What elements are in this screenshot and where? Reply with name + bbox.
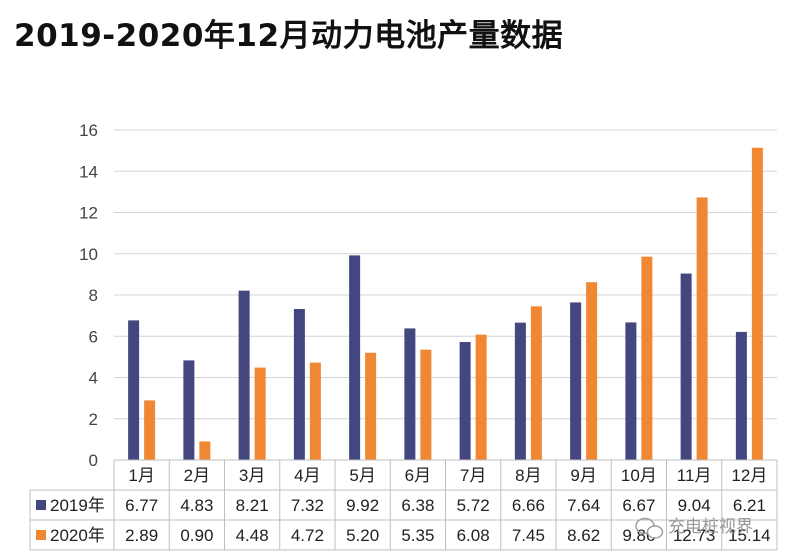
bar-2020 — [254, 367, 266, 460]
data-label: 6.08 — [457, 526, 490, 545]
bar-2019 — [404, 328, 416, 460]
category-label: 10月 — [621, 466, 657, 485]
bar-2020 — [696, 197, 708, 460]
data-label: 2.89 — [125, 526, 158, 545]
bar-2020 — [309, 362, 321, 460]
data-table: 1月 2月 3月 4月 5月 6月 7月 8月 9月 10月 11月 12月 2019年 6.77 4.83… — [29, 459, 778, 551]
bar-2020 — [365, 352, 377, 460]
bar-2020 — [641, 256, 653, 460]
category-label: 7月 — [460, 466, 486, 485]
y-tick-label: 6 — [89, 327, 98, 346]
data-label: 9.92 — [346, 496, 379, 515]
data-label: 9.04 — [678, 496, 711, 515]
data-label: 7.32 — [291, 496, 324, 515]
bar-2019 — [349, 255, 361, 460]
bars — [128, 147, 763, 461]
bar-2019 — [238, 290, 250, 460]
watermark: 充电桩视界 — [635, 517, 753, 539]
category-label: 12月 — [731, 466, 767, 485]
data-label: 4.83 — [180, 496, 213, 515]
bar-2019 — [570, 302, 582, 460]
y-tick-label: 14 — [79, 162, 98, 181]
bar-2020 — [530, 306, 542, 460]
bar-2019 — [128, 320, 140, 460]
data-label: 5.35 — [401, 526, 434, 545]
data-label: 8.62 — [567, 526, 600, 545]
category-label: 11月 — [677, 466, 712, 485]
data-label: 6.77 — [125, 496, 158, 515]
bar-2020 — [751, 147, 763, 461]
category-label: 9月 — [570, 466, 596, 485]
legend-label: 2020年 — [50, 526, 105, 545]
bar-2019 — [625, 322, 637, 460]
gridlines — [114, 129, 777, 461]
category-label: 2月 — [184, 466, 210, 485]
category-label: 5月 — [349, 466, 375, 485]
bar-2020 — [475, 334, 487, 460]
data-label: 6.38 — [401, 496, 434, 515]
data-label: 6.67 — [622, 496, 655, 515]
category-label: 3月 — [239, 466, 265, 485]
y-tick-label: 8 — [89, 286, 98, 305]
category-label: 6月 — [405, 466, 431, 485]
data-label: 7.64 — [567, 496, 600, 515]
bar-2019 — [680, 273, 692, 460]
bar-2019 — [735, 331, 747, 460]
data-label: 5.20 — [346, 526, 379, 545]
watermark-text: 充电桩视界 — [668, 517, 753, 536]
category-label: 8月 — [515, 466, 541, 485]
chart-title: 2019-2020年12月动力电池产量数据 — [14, 18, 564, 54]
bar-2019 — [514, 322, 526, 460]
bar-2019 — [459, 342, 471, 460]
data-label: 8.21 — [236, 496, 269, 515]
legend-swatch — [36, 500, 46, 510]
bar-2020 — [144, 400, 156, 460]
data-label: 5.72 — [457, 496, 490, 515]
y-tick-label: 4 — [89, 369, 98, 388]
y-tick-label: 16 — [79, 121, 98, 140]
data-label: 7.45 — [512, 526, 545, 545]
wechat-icon — [635, 517, 664, 539]
bar-2019 — [293, 309, 305, 460]
bar-2020 — [586, 282, 598, 460]
y-tick-label: 10 — [79, 245, 98, 264]
legend-swatch — [36, 530, 46, 540]
category-label: 4月 — [294, 466, 320, 485]
bar-2020 — [199, 441, 211, 460]
category-label: 1月 — [128, 466, 154, 485]
data-label: 6.21 — [733, 496, 766, 515]
bar-2019 — [183, 360, 195, 460]
data-label: 6.66 — [512, 496, 545, 515]
data-label: 0.90 — [180, 526, 213, 545]
y-tick-label: 0 — [89, 451, 98, 470]
legend-label: 2019年 — [50, 496, 105, 515]
y-tick-label: 12 — [79, 204, 98, 223]
data-label: 4.48 — [236, 526, 269, 545]
y-tick-label: 2 — [89, 410, 98, 429]
data-label: 15.14 — [728, 526, 771, 545]
bar-2020 — [420, 349, 432, 460]
data-label: 12.73 — [673, 526, 716, 545]
y-axis-ticks: 0 2 4 6 8 10 12 14 16 — [79, 121, 98, 470]
data-label: 4.72 — [291, 526, 324, 545]
